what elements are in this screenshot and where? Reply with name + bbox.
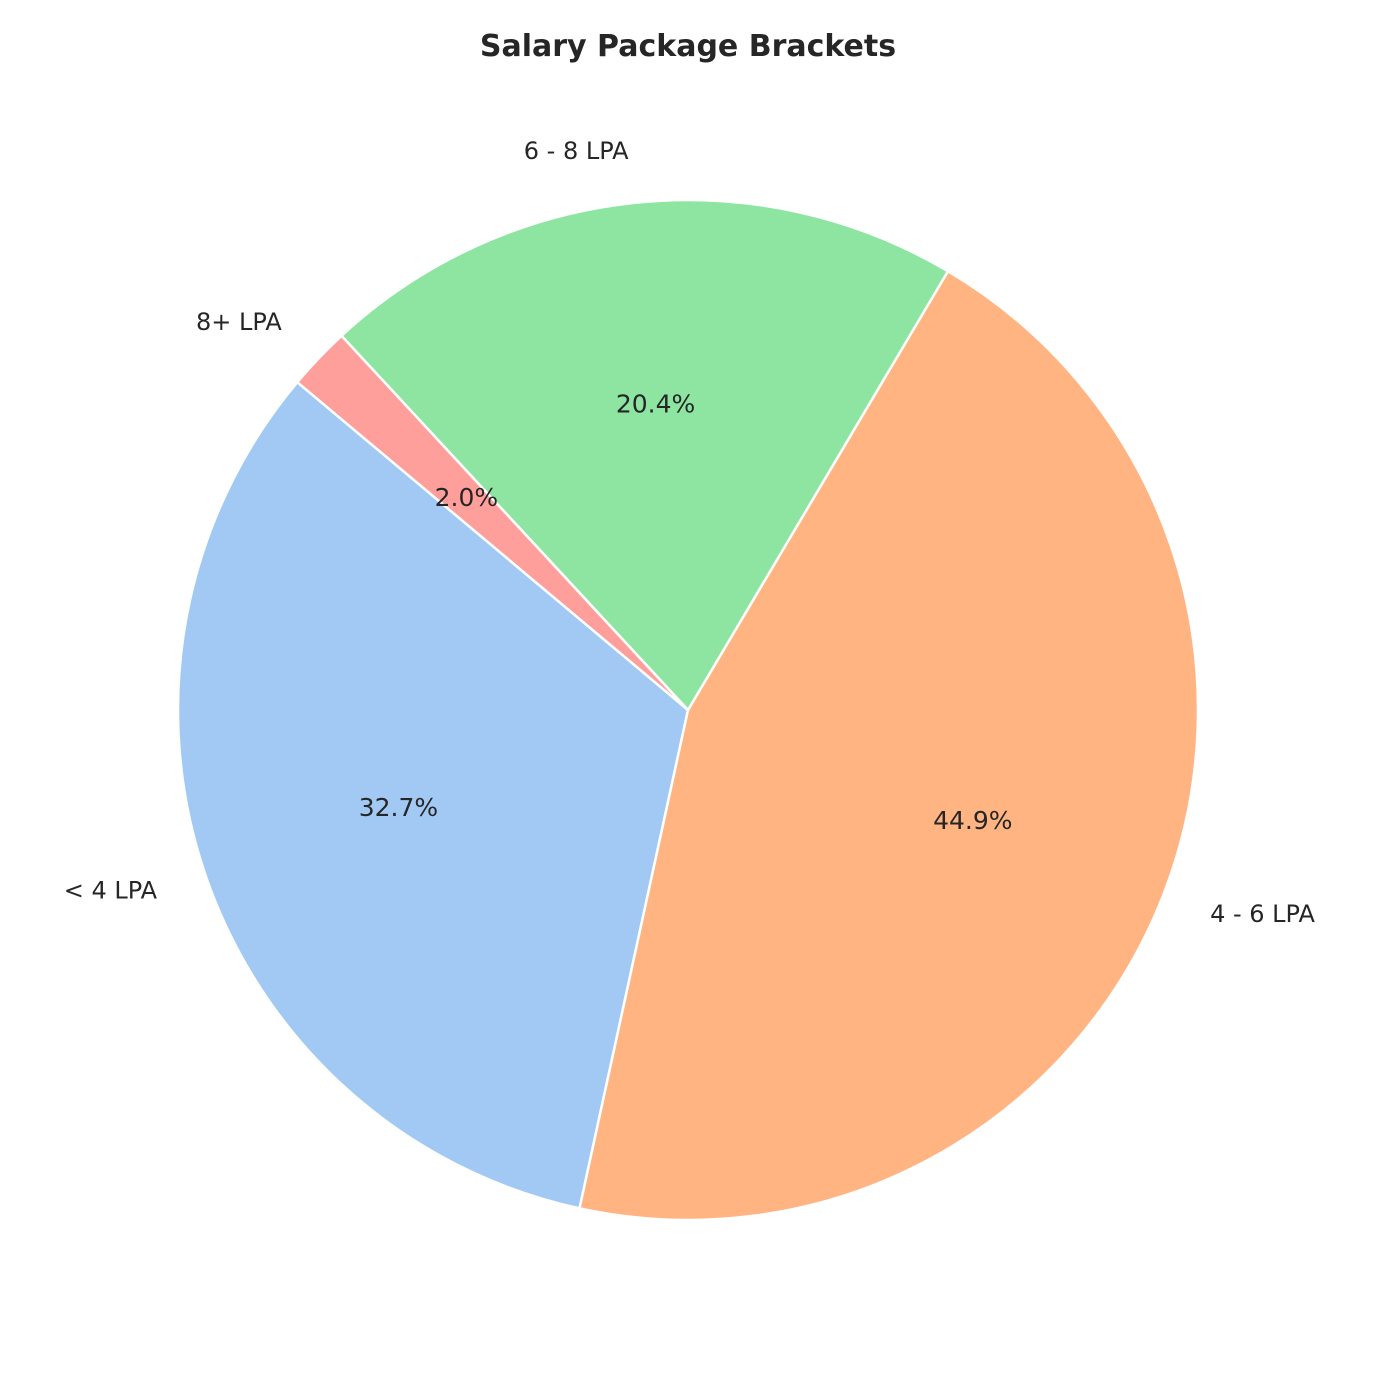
slice-percent-label: 20.4% <box>616 390 695 419</box>
slice-percent-label: 44.9% <box>933 806 1012 835</box>
slice-label: 8+ LPA <box>196 308 282 336</box>
chart-title: Salary Package Brackets <box>480 29 896 64</box>
pie-labels: < 4 LPA 32.7% 4 - 6 LPA 44.9% 6 - 8 LPA 20.4%… <box>64 137 1316 928</box>
slice-label: 6 - 8 LPA <box>524 137 629 165</box>
slice-percent-label: 32.7% <box>359 793 438 822</box>
pie-slice <box>339 198 950 713</box>
pie-slice <box>176 380 690 1210</box>
pie-slice <box>578 269 1200 1222</box>
pie-slices <box>176 198 1200 1222</box>
slice-label: 4 - 6 LPA <box>1210 900 1315 928</box>
pie-slice <box>295 334 689 711</box>
slice-label: < 4 LPA <box>64 876 158 904</box>
slice-percent-label: 2.0% <box>435 483 499 512</box>
